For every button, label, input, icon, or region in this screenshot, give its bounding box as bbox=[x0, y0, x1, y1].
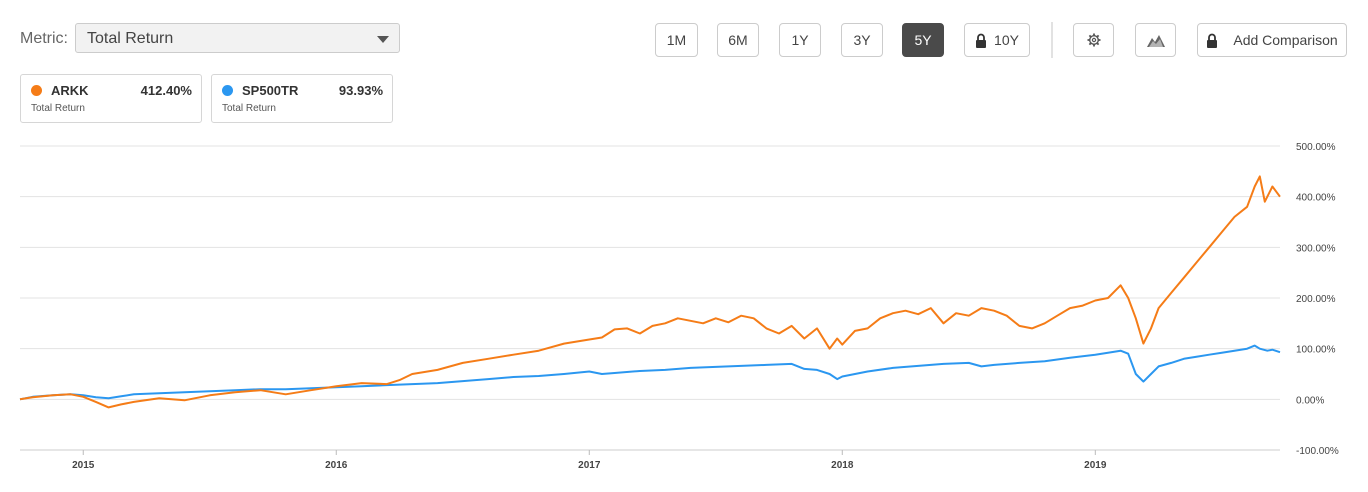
legend-card-sp500tr[interactable]: SP500TR 93.93% Total Return bbox=[211, 74, 393, 123]
range-button-3y[interactable]: 3Y bbox=[841, 23, 883, 57]
legend-series-name: SP500TR bbox=[242, 83, 299, 98]
x-axis: 2015 2016 2017 2018 2019 bbox=[20, 449, 1280, 471]
legend-series-value: 93.93% bbox=[338, 83, 383, 98]
y-axis: 500.00% 400.00% 300.00% 200.00% 100.00% 0.00%… bbox=[1296, 142, 1339, 457]
range-button-1y[interactable]: 1Y bbox=[779, 23, 821, 57]
series-color-dot bbox=[31, 85, 42, 96]
y-tick-label: 400.00% bbox=[1296, 193, 1336, 204]
y-tick-label: 300.00% bbox=[1296, 243, 1336, 254]
metric-select[interactable]: Total Return bbox=[75, 23, 400, 53]
legend-series-value: 412.40% bbox=[140, 83, 192, 98]
lock-icon bbox=[976, 33, 987, 48]
legend-series-metric: Total Return bbox=[31, 103, 85, 114]
settings-button[interactable] bbox=[1073, 23, 1114, 57]
y-tick-label: 0.00% bbox=[1296, 395, 1324, 406]
range-button-10y[interactable]: 10Y bbox=[964, 23, 1030, 57]
y-tick-label: 500.00% bbox=[1296, 142, 1336, 153]
chart-toolbar: Metric: Total Return 1M 6M 1Y 3Y 5Y 10Y bbox=[0, 0, 1368, 70]
mountain-chart-icon bbox=[1146, 34, 1165, 47]
range-button-1m[interactable]: 1M bbox=[655, 23, 698, 57]
x-tick-label: 2017 bbox=[578, 460, 601, 471]
legend-series-metric: Total Return bbox=[222, 103, 276, 114]
y-tick-label: -100.00% bbox=[1296, 446, 1339, 457]
toolbar-divider bbox=[1051, 22, 1053, 58]
x-tick-label: 2015 bbox=[72, 460, 95, 471]
metric-select-value: Total Return bbox=[87, 30, 174, 47]
x-tick-label: 2018 bbox=[831, 460, 854, 471]
legend-card-arkk[interactable]: ARKK 412.40% Total Return bbox=[20, 74, 202, 123]
chart-gridlines bbox=[20, 145, 1280, 451]
series-color-dot bbox=[222, 85, 233, 96]
metric-label: Metric: bbox=[20, 30, 68, 47]
y-tick-label: 100.00% bbox=[1296, 345, 1336, 356]
legend-series-name: ARKK bbox=[51, 83, 89, 98]
range-button-6m[interactable]: 6M bbox=[717, 23, 759, 57]
gear-icon bbox=[1087, 33, 1100, 47]
x-tick-label: 2019 bbox=[1084, 460, 1107, 471]
series-line-arkk bbox=[19, 175, 1281, 409]
chart-type-button[interactable] bbox=[1135, 23, 1176, 57]
x-tick-label: 2016 bbox=[325, 460, 348, 471]
lock-icon bbox=[1207, 33, 1218, 48]
range-button-5y[interactable]: 5Y bbox=[902, 23, 944, 57]
chart-series-lines bbox=[19, 175, 1281, 409]
y-tick-label: 200.00% bbox=[1296, 294, 1336, 305]
add-comparison-button[interactable]: Add Comparison bbox=[1197, 23, 1347, 57]
chevron-down-icon bbox=[377, 36, 389, 43]
series-line-sp500tr bbox=[19, 344, 1281, 401]
